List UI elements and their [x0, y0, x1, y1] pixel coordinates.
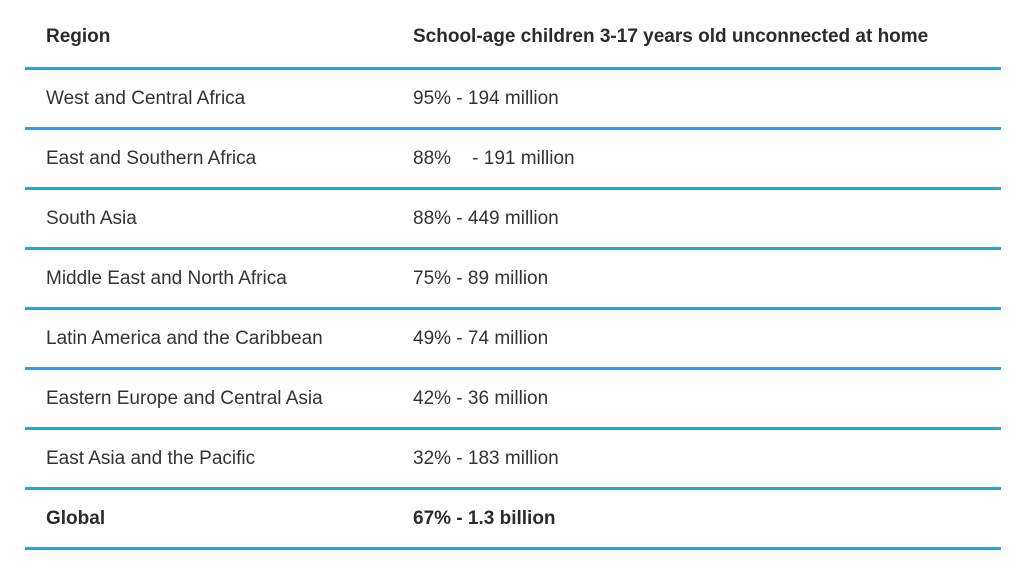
table-row: Middle East and North Africa 75% - 89 mi…: [25, 250, 1001, 310]
value-cell: 88% - 191 million: [413, 147, 575, 169]
table-row: Eastern Europe and Central Asia 42% - 36…: [25, 370, 1001, 430]
total-region-cell: Global: [46, 507, 106, 529]
region-cell: East Asia and the Pacific: [46, 447, 256, 469]
table-row: West and Central Africa 95% - 194 millio…: [25, 70, 1001, 130]
region-cell: Middle East and North Africa: [46, 267, 287, 289]
table-row: East and Southern Africa 88% - 191 milli…: [25, 130, 1001, 190]
table-row: East Asia and the Pacific 32% - 183 mill…: [25, 430, 1001, 490]
value-cell: 49% - 74 million: [413, 327, 549, 349]
table-total-row: Global 67% - 1.3 billion: [25, 490, 1001, 550]
header-region: Region: [46, 25, 111, 47]
region-cell: Latin America and the Caribbean: [46, 327, 323, 349]
header-unconnected-children: School-age children 3-17 years old uncon…: [413, 25, 929, 47]
value-cell: 75% - 89 million: [413, 267, 549, 289]
value-cell: 42% - 36 million: [413, 387, 549, 409]
region-cell: South Asia: [46, 207, 137, 229]
region-cell: Eastern Europe and Central Asia: [46, 387, 323, 409]
total-value-cell: 67% - 1.3 billion: [413, 507, 556, 529]
table-header-row: Region School-age children 3-17 years ol…: [25, 9, 1001, 70]
table-row: Latin America and the Caribbean 49% - 74…: [25, 310, 1001, 370]
data-table: Region School-age children 3-17 years ol…: [25, 9, 1001, 550]
table-row: South Asia 88% - 449 million: [25, 190, 1001, 250]
region-cell: East and Southern Africa: [46, 147, 257, 169]
value-cell: 88% - 449 million: [413, 207, 559, 229]
value-cell: 32% - 183 million: [413, 447, 559, 469]
value-cell: 95% - 194 million: [413, 87, 559, 109]
region-cell: West and Central Africa: [46, 87, 246, 109]
